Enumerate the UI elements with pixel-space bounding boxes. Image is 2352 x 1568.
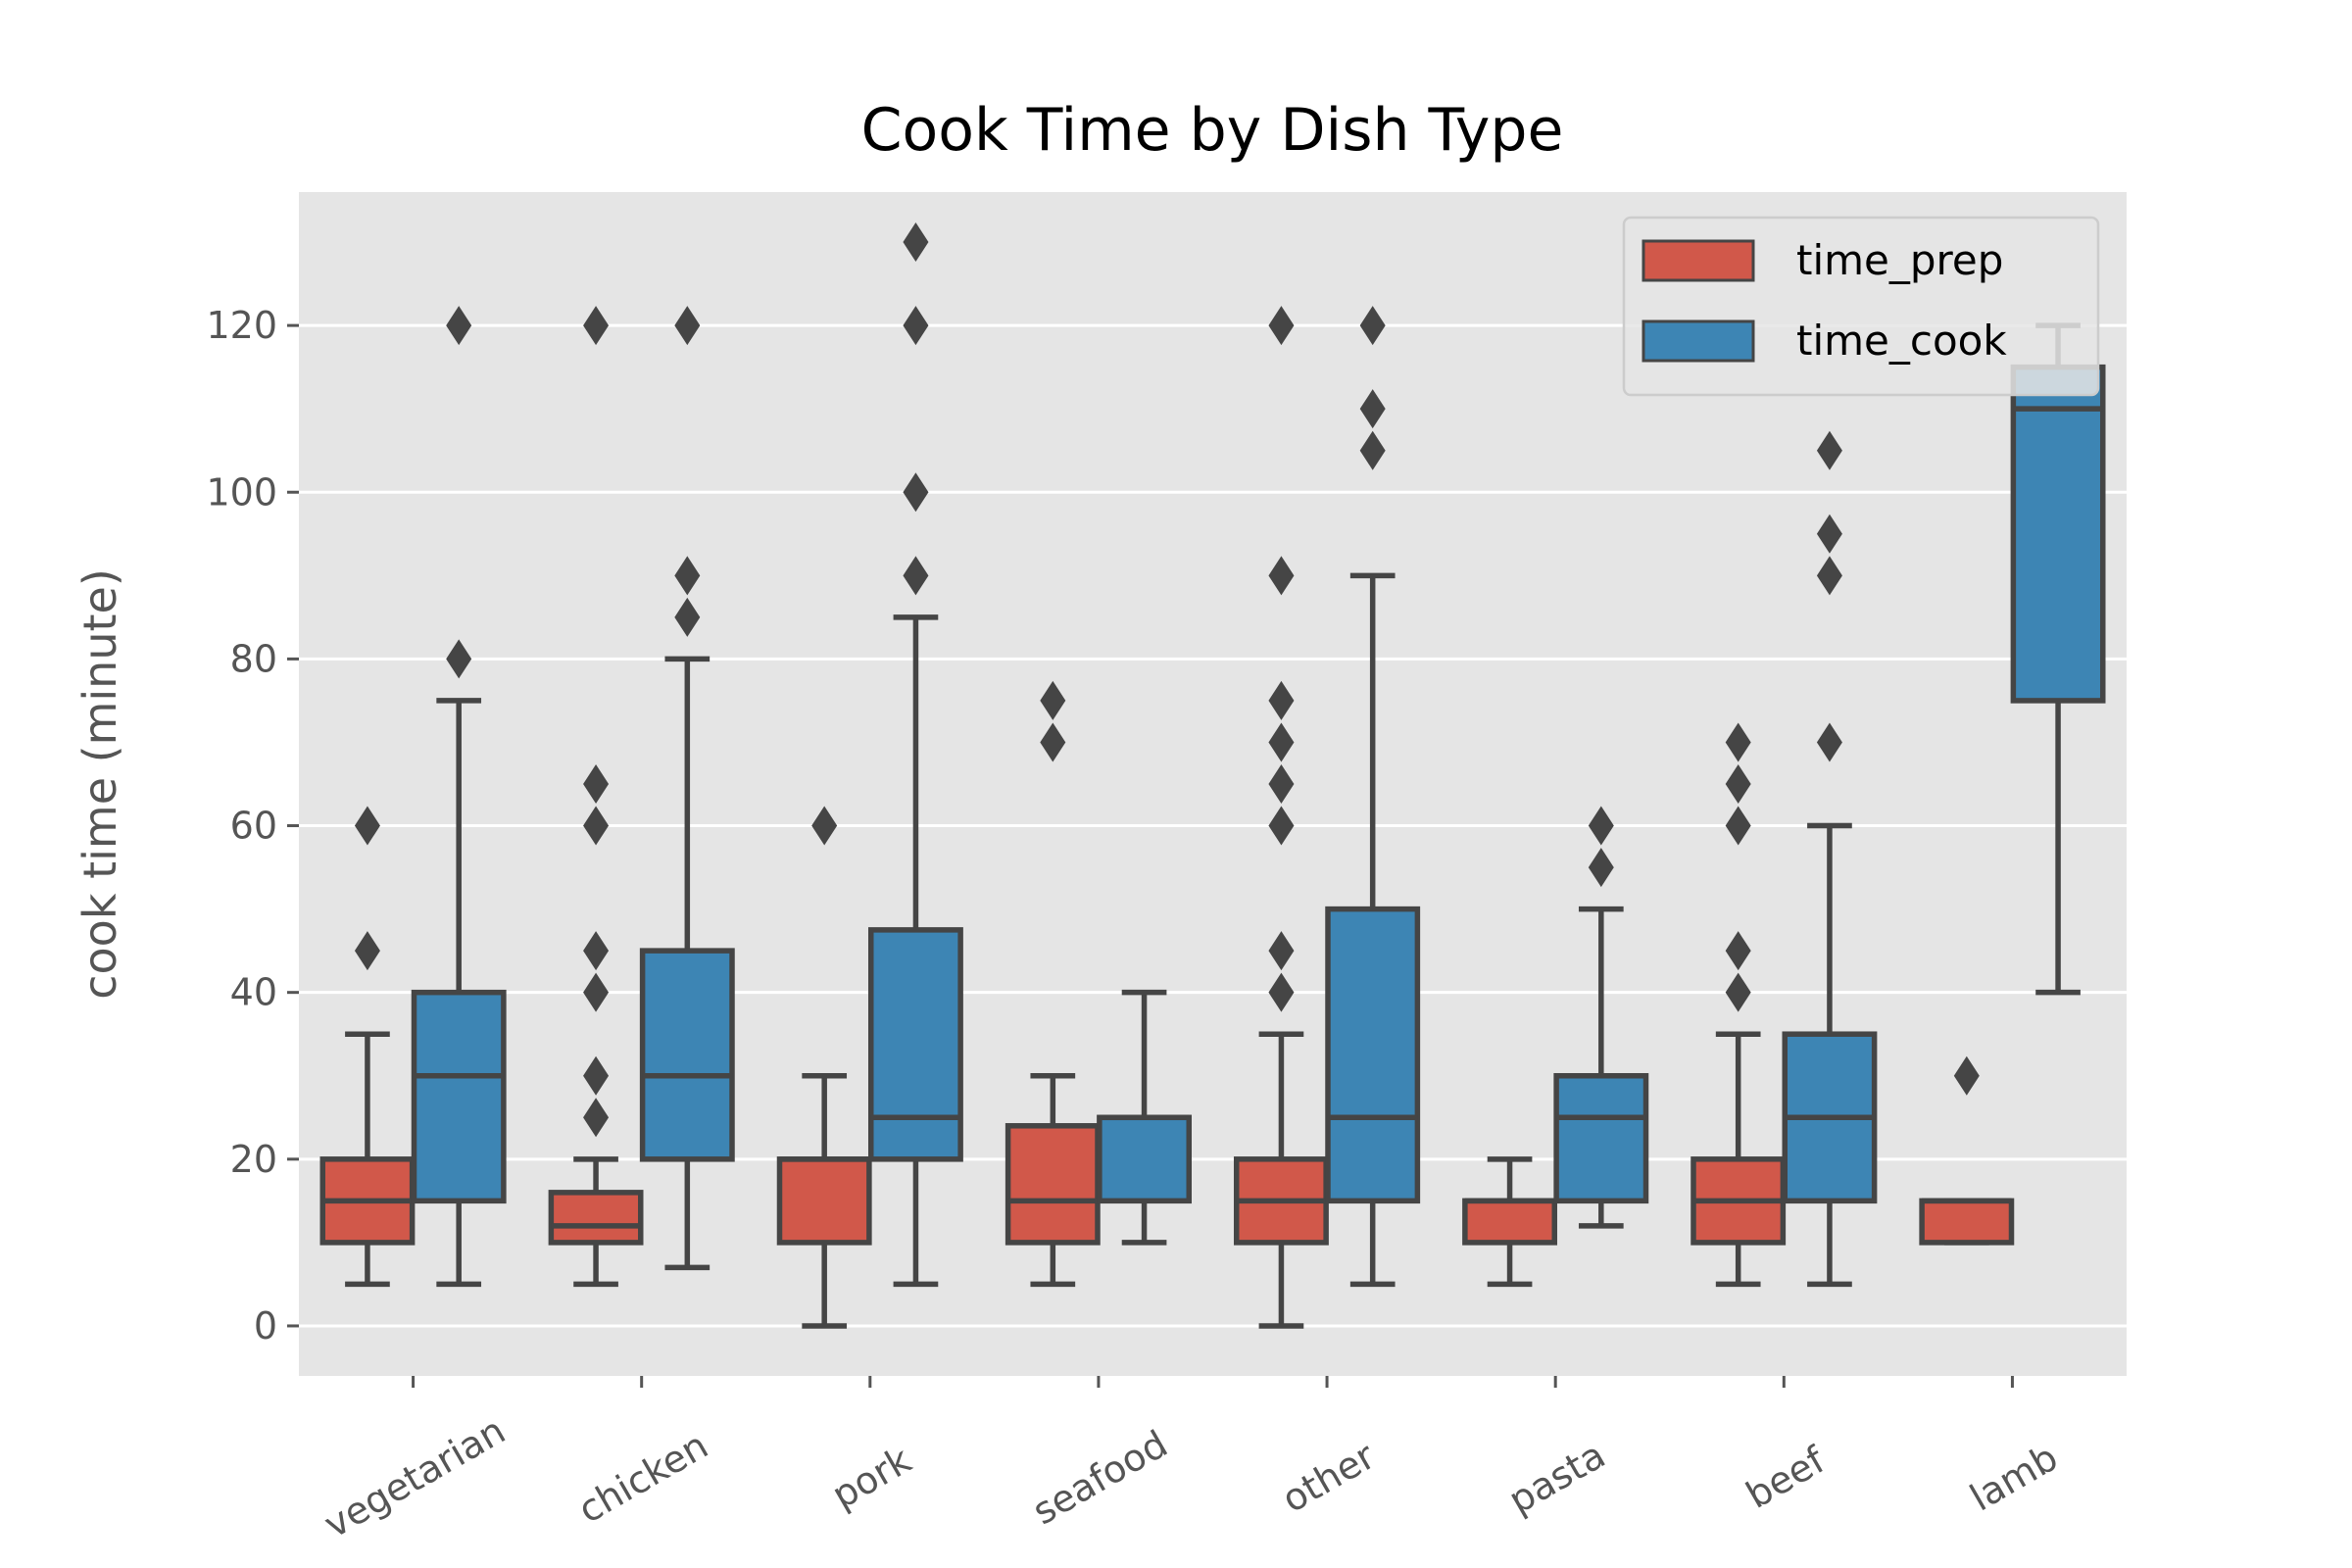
box-body <box>1325 906 1421 1204</box>
box-time_prep-other <box>1233 306 1329 1329</box>
outlier-point <box>1268 306 1295 346</box>
outlier-point <box>1725 972 1751 1012</box>
outlier-point <box>354 806 380 846</box>
outlier-point <box>583 306 610 346</box>
outlier-point <box>674 597 701 637</box>
y-axis-label: cook time (minute) <box>74 568 126 1000</box>
outlier-point <box>583 972 610 1012</box>
chart-title: Cook Time by Dish Type <box>861 96 1564 165</box>
outlier-point <box>583 931 610 971</box>
box-time_prep-seafood <box>1004 680 1101 1288</box>
y-tick-label: 40 <box>230 971 277 1014</box>
box-time_cook-pasta <box>1553 806 1649 1229</box>
outlier-point <box>903 222 929 263</box>
legend-label-time_cook: time_cook <box>1796 317 2007 365</box>
outlier-point <box>1268 722 1295 762</box>
outlier-point <box>1268 931 1295 971</box>
legend-swatch-time_cook <box>1642 319 1755 363</box>
outlier-point <box>1588 848 1614 888</box>
outlier-point <box>1040 722 1066 762</box>
box-time_prep-beef <box>1690 722 1787 1288</box>
outlier-point <box>674 556 701 596</box>
box-time_prep-pasta <box>1462 1156 1558 1288</box>
y-tick-label: 20 <box>230 1138 277 1181</box>
outlier-point <box>903 472 929 513</box>
y-tick-label: 0 <box>254 1304 277 1348</box>
outlier-point <box>583 1055 610 1096</box>
box-time_prep-lamb <box>1919 1055 2015 1246</box>
box-time_cook-vegetarian <box>411 306 507 1288</box>
outlier-point <box>674 306 701 346</box>
box-time_cook-other <box>1325 306 1421 1288</box>
outlier-point <box>1725 722 1751 762</box>
box-body <box>776 1156 872 1246</box>
outlier-point <box>811 806 838 846</box>
box-body <box>867 927 963 1162</box>
outlier-point <box>1359 306 1386 346</box>
y-axis: 0 20 40 60 80 100 120 <box>206 304 299 1348</box>
outlier-point <box>1816 514 1842 554</box>
outlier-point <box>1359 430 1386 470</box>
box-series <box>319 222 2106 1329</box>
outlier-point <box>1588 806 1614 846</box>
outlier-point <box>1725 806 1751 846</box>
outlier-point <box>583 1098 610 1138</box>
legend-swatch-time_prep <box>1642 239 1755 282</box>
outlier-point <box>903 556 929 596</box>
box-time_cook-beef <box>1782 430 1878 1288</box>
outlier-point <box>354 931 380 971</box>
outlier-point <box>1268 556 1295 596</box>
outlier-point <box>1040 680 1066 720</box>
outlier-point <box>1268 680 1295 720</box>
box-time_cook-chicken <box>639 306 735 1271</box>
box-body <box>548 1190 644 1246</box>
outlier-point <box>1816 722 1842 762</box>
y-tick-label: 120 <box>206 304 277 347</box>
box-time_cook-seafood <box>1097 989 1193 1246</box>
box-body <box>1919 1198 2015 1246</box>
box-time_prep-pork <box>776 806 872 1329</box>
box-body <box>411 989 507 1204</box>
outlier-point <box>1725 764 1751 804</box>
outlier-point <box>1816 430 1842 470</box>
outlier-point <box>583 764 610 804</box>
box-body <box>1004 1123 1101 1246</box>
outlier-point <box>1268 764 1295 804</box>
y-tick-label: 60 <box>230 805 277 848</box>
outlier-point <box>446 306 472 346</box>
outlier-point <box>1725 931 1751 971</box>
outlier-point <box>903 306 929 346</box>
box-time_cook-pork <box>867 222 963 1288</box>
outlier-point <box>446 639 472 679</box>
box-body <box>639 948 735 1162</box>
y-tick-label: 80 <box>230 637 277 680</box>
legend-label-time_prep: time_prep <box>1796 236 2003 284</box>
legend: time_prep time_cook <box>1622 216 2100 397</box>
outlier-point <box>1816 556 1842 596</box>
box-time_prep-chicken <box>548 306 644 1288</box>
box-body <box>1553 1072 1649 1204</box>
outlier-point <box>1268 972 1295 1012</box>
y-tick-label: 100 <box>206 470 277 514</box>
box-body <box>1462 1198 1558 1246</box>
box-body <box>2010 364 2106 704</box>
box-body <box>1097 1114 1193 1204</box>
outlier-point <box>1268 806 1295 846</box>
box-time_prep-vegetarian <box>319 806 416 1288</box>
outlier-point <box>1953 1055 1980 1096</box>
outlier-point <box>1359 389 1386 429</box>
outlier-point <box>583 806 610 846</box>
